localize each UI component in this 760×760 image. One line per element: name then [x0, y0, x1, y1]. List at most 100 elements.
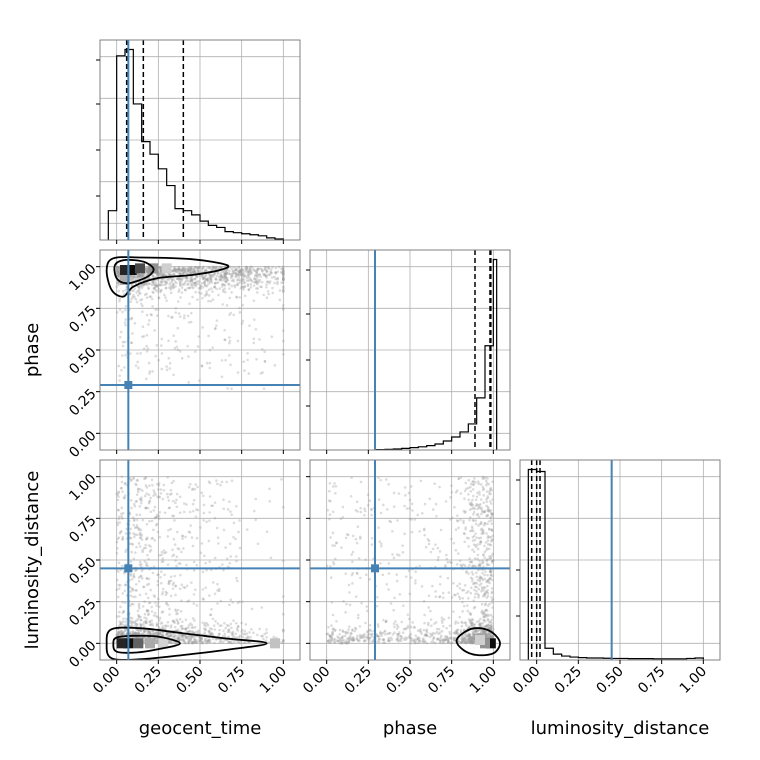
- geocent_time-vs-luminosity_distance-xtick-label: 0.25: [132, 664, 165, 697]
- geocent_time-vs-luminosity_distance-sample-point: [196, 640, 199, 644]
- phase-vs-luminosity_distance-sample-point: [328, 513, 332, 516]
- geocent_time-vs-luminosity_distance-sample-point: [141, 548, 144, 552]
- phase-vs-luminosity_distance-sample-point: [376, 623, 380, 626]
- geocent_time-vs-luminosity_distance-sample-point: [202, 598, 206, 601]
- geocent_time-vs-luminosity_distance-sample-point: [201, 641, 204, 645]
- geocent_time-vs-phase-sample-point: [147, 286, 150, 290]
- geocent_time-vs-luminosity_distance-sample-point: [191, 630, 194, 633]
- phase-vs-luminosity_distance-sample-point: [463, 564, 467, 568]
- geocent_time-vs-luminosity_distance-sample-point: [145, 583, 149, 587]
- geocent_time-vs-luminosity_distance-sample-point: [154, 523, 158, 527]
- phase-vs-luminosity_distance-sample-point: [396, 625, 400, 629]
- phase-vs-luminosity_distance-sample-point: [468, 640, 472, 644]
- phase-vs-luminosity_distance-sample-point: [329, 641, 332, 644]
- geocent_time-vs-phase-sample-point: [237, 265, 241, 269]
- phase-vs-luminosity_distance-sample-point: [377, 498, 381, 501]
- geocent_time-vs-luminosity_distance-sample-point: [206, 640, 210, 643]
- phase-vs-luminosity_distance-sample-point: [472, 632, 475, 636]
- geocent_time-vs-luminosity_distance-sample-point: [216, 622, 220, 625]
- geocent_time-vs-luminosity_distance-sample-point: [252, 509, 256, 513]
- geocent_time-vs-phase-sample-point: [140, 273, 144, 277]
- phase-vs-luminosity_distance-sample-point: [465, 604, 469, 607]
- geocent_time-vs-luminosity_distance-sample-point: [254, 497, 258, 501]
- geocent_time-vs-phase-sample-point: [270, 268, 273, 271]
- phase-vs-luminosity_distance-sample-point: [474, 519, 478, 522]
- geocent_time-vs-phase-sample-point: [140, 275, 144, 278]
- geocent_time-vs-luminosity_distance-sample-point: [153, 538, 157, 542]
- geocent_time-vs-phase-sample-point: [255, 280, 259, 284]
- geocent_time-vs-phase-sample-point: [189, 267, 192, 270]
- phase-vs-luminosity_distance-sample-point: [485, 532, 488, 535]
- geocent_time-vs-phase-sample-point: [167, 314, 170, 318]
- phase-vs-luminosity_distance-sample-point: [471, 640, 475, 643]
- phase-vs-luminosity_distance-sample-point: [489, 492, 492, 496]
- geocent_time-vs-phase-sample-point: [187, 321, 191, 324]
- phase-vs-luminosity_distance-sample-point: [449, 636, 452, 639]
- phase-vs-luminosity_distance-sample-point: [489, 511, 493, 515]
- geocent_time-vs-phase-sample-point: [178, 268, 181, 271]
- geocent_time-vs-phase-sample-point: [118, 374, 122, 378]
- geocent_time-vs-phase-sample-point: [173, 266, 176, 270]
- geocent_time-vs-luminosity_distance-sample-point: [137, 604, 141, 608]
- geocent_time-vs-phase-sample-point: [152, 281, 155, 285]
- geocent_time-vs-luminosity_distance-sample-point: [142, 622, 145, 626]
- geocent_time-vs-phase-sample-point: [178, 272, 181, 276]
- phase-vs-luminosity_distance-sample-point: [463, 638, 467, 641]
- geocent_time-vs-phase-sample-point: [255, 281, 259, 284]
- geocent_time-vs-luminosity_distance-sample-point: [174, 559, 177, 562]
- phase-vs-luminosity_distance-sample-point: [469, 482, 473, 486]
- geocent_time-vs-phase-sample-point: [116, 275, 120, 278]
- geocent_time-vs-luminosity_distance-sample-point: [138, 545, 142, 548]
- geocent_time-vs-luminosity_distance-sample-point: [202, 627, 206, 630]
- phase-vs-luminosity_distance-sample-point: [331, 633, 334, 637]
- geocent_time-vs-luminosity_distance-sample-point: [210, 504, 213, 508]
- phase-vs-luminosity_distance-sample-point: [442, 618, 446, 621]
- phase-vs-luminosity_distance-sample-point: [447, 616, 451, 620]
- phase-vs-luminosity_distance-sample-point: [454, 528, 458, 531]
- geocent_time-vs-phase-sample-point: [159, 344, 163, 347]
- phase-vs-luminosity_distance-sample-point: [419, 630, 423, 634]
- phase-vs-luminosity_distance-sample-point: [426, 623, 430, 627]
- geocent_time-vs-phase-sample-point: [142, 282, 146, 286]
- geocent_time-vs-phase-sample-point: [242, 275, 246, 278]
- geocent_time-vs-phase-sample-point: [224, 272, 228, 276]
- phase-vs-luminosity_distance-sample-point: [490, 587, 494, 590]
- geocent_time-vs-luminosity_distance-sample-point: [222, 528, 226, 532]
- geocent_time-vs-phase-sample-point: [226, 387, 229, 390]
- geocent_time-vs-phase-sample-point: [154, 354, 157, 358]
- geocent_time-vs-luminosity_distance-sample-point: [134, 583, 138, 586]
- geocent_time-vs-luminosity_distance-sample-point: [222, 629, 225, 633]
- phase-vs-luminosity_distance-sample-point: [338, 628, 342, 632]
- geocent_time-vs-phase-sample-point: [145, 333, 149, 337]
- geocent_time-vs-phase-sample-point: [270, 335, 274, 339]
- phase-vs-luminosity_distance-sample-point: [390, 638, 394, 641]
- phase-vs-luminosity_distance-sample-point: [457, 640, 461, 643]
- geocent_time-vs-phase-sample-point: [186, 272, 190, 276]
- geocent_time-vs-phase-sample-point: [265, 296, 269, 300]
- geocent_time-vs-luminosity_distance-sample-point: [129, 560, 133, 563]
- geocent_time-vs-phase-sample-point: [234, 268, 238, 272]
- geocent_time-vs-phase-sample-point: [227, 282, 230, 286]
- geocent_time-vs-luminosity_distance-sample-point: [136, 518, 139, 522]
- geocent_time-vs-luminosity_distance-sample-point: [130, 616, 134, 620]
- phase-vs-luminosity_distance-sample-point: [463, 637, 467, 640]
- geocent_time-vs-phase-sample-point: [171, 268, 175, 272]
- phase-vs-luminosity_distance-sample-point: [477, 619, 481, 623]
- geocent_time-vs-luminosity_distance-sample-point: [160, 560, 164, 564]
- geocent_time-vs-luminosity_distance-xtick-label: 0.75: [215, 664, 248, 697]
- phase-vs-luminosity_distance-sample-point: [380, 634, 383, 637]
- phase-vs-luminosity_distance-sample-point: [392, 556, 396, 560]
- geocent_time-vs-phase-sample-point: [205, 290, 208, 294]
- phase-vs-luminosity_distance-sample-point: [436, 637, 439, 641]
- phase-vs-luminosity_distance-sample-point: [460, 635, 464, 638]
- geocent_time-vs-luminosity_distance-sample-point: [210, 607, 213, 611]
- geocent_time-vs-phase-sample-point: [192, 271, 196, 275]
- geocent_time-vs-phase-sample-point: [135, 291, 138, 294]
- phase-vs-luminosity_distance-sample-point: [432, 641, 435, 644]
- geocent_time-vs-luminosity_distance-sample-point: [180, 635, 184, 638]
- phase-vs-luminosity_distance-sample-point: [489, 570, 493, 574]
- phase-vs-luminosity_distance-sample-point: [488, 554, 491, 558]
- geocent_time-vs-phase-sample-point: [252, 318, 256, 321]
- geocent_time-vs-luminosity_distance-sample-point: [188, 630, 192, 633]
- geocent_time-vs-phase-sample-point: [209, 273, 213, 277]
